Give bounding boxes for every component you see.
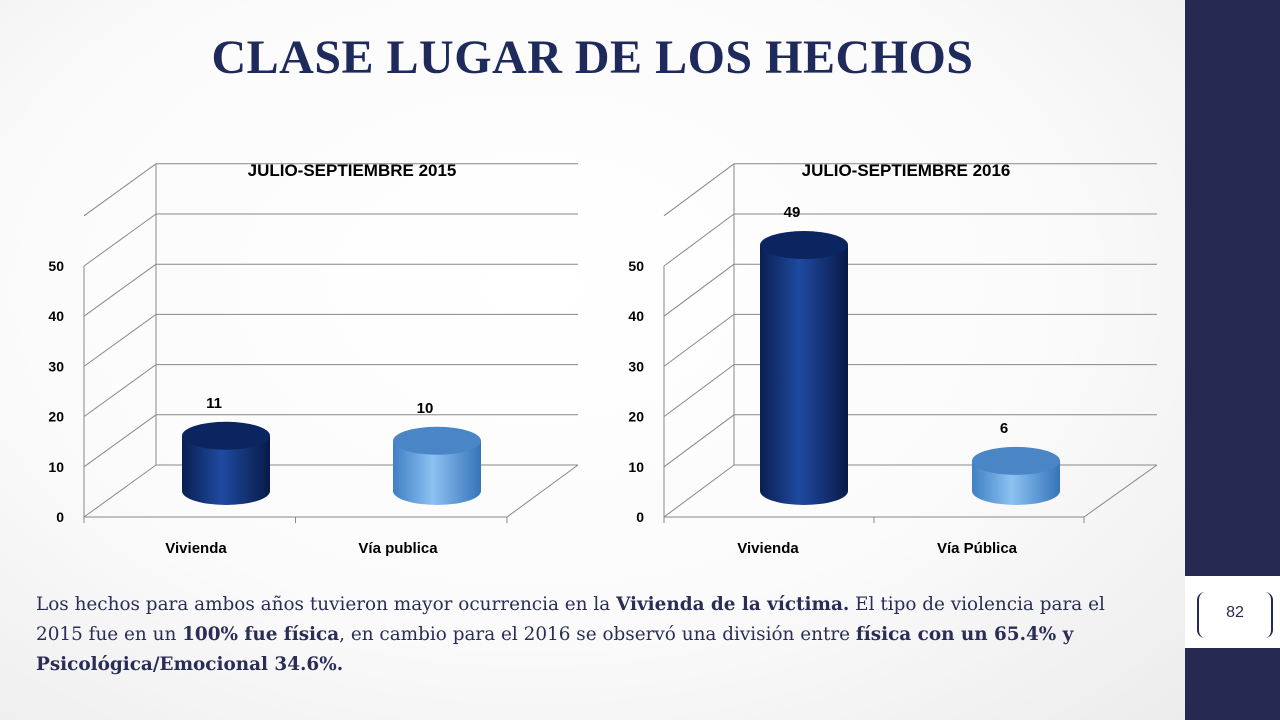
page-number: 82 xyxy=(1226,604,1244,621)
y-tick-label: 0 xyxy=(56,509,64,525)
y-tick-label: 20 xyxy=(48,409,64,425)
bar xyxy=(972,446,1060,505)
y-tick-label: 10 xyxy=(48,459,64,475)
data-label: 10 xyxy=(417,400,434,417)
y-tick-label: 40 xyxy=(628,308,644,324)
floor-side-edge xyxy=(1083,464,1158,518)
slide-background xyxy=(0,0,1185,720)
gridline-side xyxy=(663,414,735,468)
category-label: Vivienda xyxy=(165,540,227,557)
summary-part-3: , en cambio para el 2016 se observó una … xyxy=(339,624,856,645)
summary-text: Los hechos para ambos años tuvieron mayo… xyxy=(36,590,1156,680)
y-tick-label: 50 xyxy=(628,258,644,274)
bar-body xyxy=(760,245,848,505)
gridline-side xyxy=(83,414,157,468)
y-tick-label: 20 xyxy=(628,409,644,425)
floor-side-edge xyxy=(506,464,579,518)
bar-top xyxy=(182,421,270,450)
y-tick-label: 30 xyxy=(48,358,64,374)
bar xyxy=(393,426,481,505)
gridline-side xyxy=(663,364,735,418)
category-label: Vía Pública xyxy=(937,540,1018,557)
page-number-frame xyxy=(1197,592,1273,638)
y-tick-label: 50 xyxy=(48,258,64,274)
y-tick-label: 30 xyxy=(628,358,644,374)
charts-area: 0 10 20 30 40 50 JULIO-SEPTIEMBRE 2015 11 Vivien… xyxy=(48,161,1158,557)
data-label: 49 xyxy=(784,204,801,221)
data-label: 6 xyxy=(1000,420,1008,437)
gridline-side xyxy=(83,313,157,367)
bar-top xyxy=(972,446,1060,475)
slide-title: CLASE LUGAR DE LOS HECHOS xyxy=(211,31,974,84)
summary-part-2: El tipo de violencia para el 2015 fue en… xyxy=(36,594,1105,645)
chart-right: 0 10 20 30 40 50 JULIO-SEPTIEMBRE 2016 49 Vivien… xyxy=(628,161,1158,557)
gridline-side xyxy=(83,263,157,317)
gridline-side xyxy=(663,263,735,317)
gridline-side xyxy=(663,213,735,267)
gridline-side xyxy=(83,364,157,418)
bar-top xyxy=(760,231,848,260)
bar-top xyxy=(393,426,481,455)
summary-part-1: Los hechos para ambos años tuvieron mayo… xyxy=(36,594,617,615)
chart-left: 0 10 20 30 40 50 JULIO-SEPTIEMBRE 2015 11 Vivien… xyxy=(48,161,579,557)
bar-body xyxy=(182,435,270,505)
category-label: Vía publica xyxy=(358,540,438,557)
gridline-side xyxy=(83,464,157,518)
gridline-side xyxy=(663,313,735,367)
gridline-side xyxy=(663,464,735,518)
bar-body xyxy=(393,440,481,505)
y-tick-label: 0 xyxy=(636,509,644,525)
y-tick-label: 10 xyxy=(628,459,644,475)
bar xyxy=(182,421,270,505)
y-tick-label: 40 xyxy=(48,308,64,324)
summary-bold-2: 100% fue física xyxy=(182,624,340,645)
summary-bold-3: física con un 65.4% y Psicológica/Emocio… xyxy=(36,624,1074,675)
data-label: 11 xyxy=(206,395,222,412)
gridline-side xyxy=(83,163,157,217)
gridline-side xyxy=(83,213,157,267)
gridline-side xyxy=(663,163,735,217)
chart-title: JULIO-SEPTIEMBRE 2016 xyxy=(802,161,1011,180)
bar xyxy=(760,231,848,505)
category-label: Vivienda xyxy=(737,540,799,557)
summary-bold-1: Vivienda de la víctima. xyxy=(616,594,850,615)
chart-title: JULIO-SEPTIEMBRE 2015 xyxy=(248,161,457,180)
